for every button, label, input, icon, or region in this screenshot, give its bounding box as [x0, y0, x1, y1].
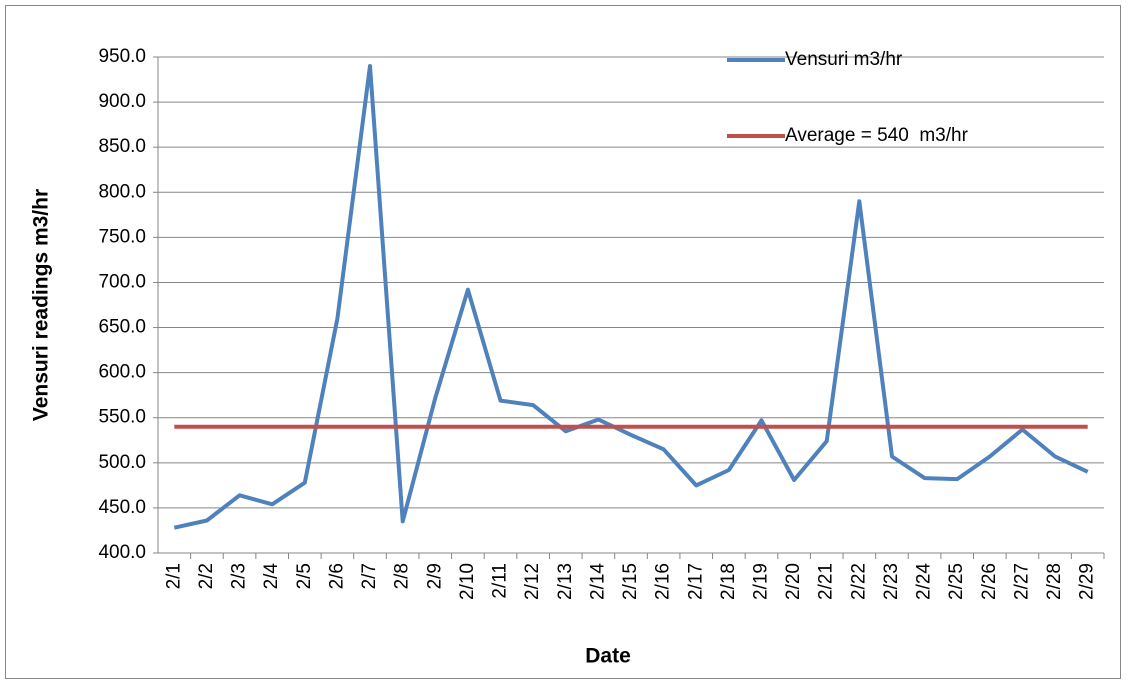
- x-tick-label: 2/8: [392, 563, 413, 589]
- series-line: [173, 64, 1089, 530]
- x-tick-label: 2/23: [881, 563, 902, 600]
- chart-border: [5, 5, 1121, 679]
- x-tick-label: 2/13: [555, 563, 576, 600]
- x-tick-label: 2/17: [685, 563, 706, 600]
- x-tick-label: 2/10: [457, 563, 478, 600]
- x-tick-label: 2/26: [979, 563, 1000, 600]
- y-tick-label: 800.0: [98, 181, 146, 202]
- y-tick-label: 950.0: [98, 46, 146, 67]
- x-tick-label: 2/21: [816, 563, 837, 600]
- legend-label: Average = 540 m3/hr: [785, 125, 969, 146]
- x-tick-label: 2/14: [587, 563, 608, 600]
- x-tick-label: 2/24: [914, 563, 935, 600]
- y-tick-label: 850.0: [98, 136, 146, 157]
- y-axis-title: Vensuri readings m3/hr: [30, 189, 53, 421]
- x-tick-label: 2/20: [783, 563, 804, 600]
- x-tick-label: 2/12: [522, 563, 543, 600]
- x-tick-label: 2/9: [424, 563, 445, 589]
- x-tick-label: 2/18: [718, 563, 739, 600]
- x-tick-label: 2/22: [848, 563, 869, 600]
- x-tick-label: 2/2: [196, 563, 217, 589]
- x-tick-label: 2/6: [326, 563, 347, 589]
- x-tick-label: 2/27: [1011, 563, 1032, 600]
- legend-label: Vensuri m3/hr: [785, 49, 903, 70]
- x-tick-label: 2/7: [359, 563, 380, 589]
- y-tick-label: 700.0: [98, 271, 146, 292]
- x-tick-label: 2/4: [261, 563, 282, 590]
- y-tick-label: 450.0: [98, 497, 146, 518]
- y-tick-label: 750.0: [98, 226, 146, 247]
- x-tick-label: 2/28: [1044, 563, 1065, 600]
- y-tick-label: 900.0: [98, 91, 146, 112]
- y-tick-label: 500.0: [98, 452, 146, 473]
- y-tick-label: 550.0: [98, 407, 146, 428]
- y-tick-label: 650.0: [98, 317, 146, 338]
- x-tick-label: 2/15: [620, 563, 641, 600]
- x-tick-label: 2/29: [1077, 563, 1098, 600]
- x-tick-label: 2/3: [229, 563, 250, 589]
- y-tick-label: 400.0: [98, 542, 146, 563]
- x-tick-label: 2/25: [946, 563, 967, 600]
- x-tick-label: 2/19: [750, 563, 771, 600]
- y-tick-label: 600.0: [98, 362, 146, 383]
- x-tick-label: 2/11: [490, 563, 511, 599]
- x-axis-title: Date: [585, 645, 631, 668]
- x-tick-label: 2/16: [653, 563, 674, 600]
- x-tick-label: 2/1: [163, 563, 184, 589]
- x-tick-label: 2/5: [294, 563, 315, 589]
